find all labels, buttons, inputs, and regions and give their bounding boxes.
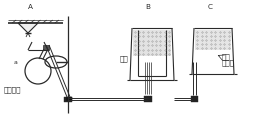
Bar	[194, 30, 230, 50]
Text: 草酸晶体: 草酸晶体	[4, 86, 21, 93]
Bar	[43, 45, 49, 50]
Text: 石灰水: 石灰水	[221, 59, 234, 66]
Polygon shape	[18, 23, 38, 33]
Text: A: A	[27, 4, 32, 10]
Text: a: a	[14, 60, 18, 65]
Bar	[190, 96, 197, 102]
Bar	[144, 96, 151, 102]
Text: 冰水: 冰水	[120, 55, 128, 62]
Text: 澄清: 澄清	[221, 53, 230, 60]
Bar	[133, 30, 170, 56]
Text: C: C	[207, 4, 212, 10]
Text: B: B	[145, 4, 150, 10]
Bar	[66, 97, 72, 101]
Bar	[64, 97, 72, 102]
